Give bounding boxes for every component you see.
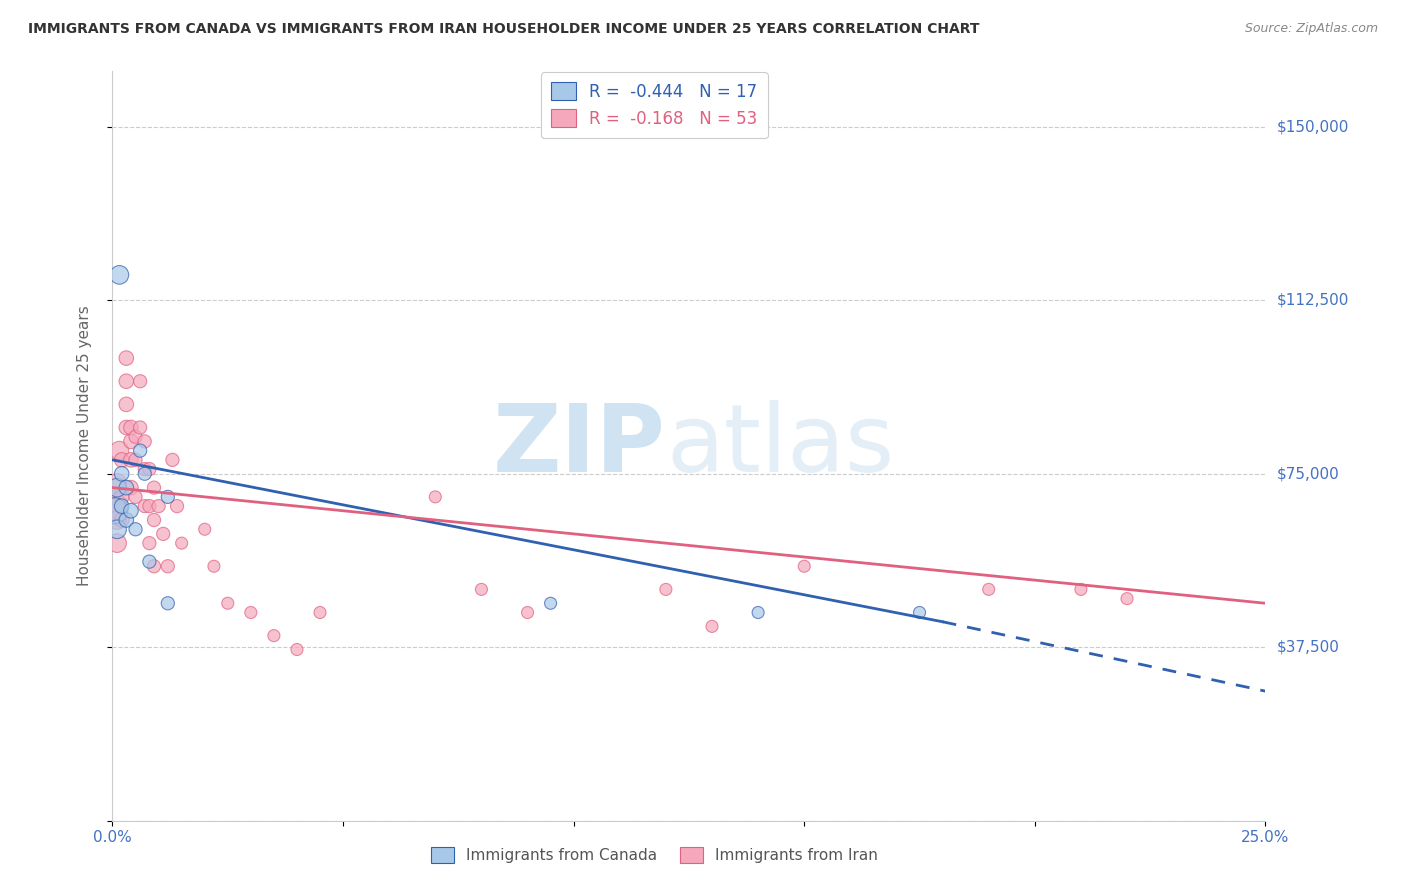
Point — [239, 606, 262, 620]
Point — [170, 536, 193, 550]
Point — [138, 555, 160, 569]
Point — [108, 443, 131, 458]
Point — [105, 522, 128, 536]
Point — [115, 513, 138, 527]
Point — [162, 453, 184, 467]
Point — [124, 522, 146, 536]
Y-axis label: Householder Income Under 25 years: Householder Income Under 25 years — [77, 306, 91, 586]
Point — [120, 481, 142, 495]
Point — [516, 606, 538, 620]
Point — [111, 513, 134, 527]
Point — [143, 559, 166, 574]
Point — [115, 481, 138, 495]
Text: $75,000: $75,000 — [1277, 467, 1340, 482]
Text: $37,500: $37,500 — [1277, 640, 1340, 655]
Point — [124, 430, 146, 444]
Legend: Immigrants from Canada, Immigrants from Iran: Immigrants from Canada, Immigrants from … — [425, 841, 884, 869]
Point — [156, 596, 179, 610]
Point — [124, 490, 146, 504]
Point — [977, 582, 1000, 597]
Text: $112,500: $112,500 — [1277, 293, 1348, 308]
Point — [655, 582, 678, 597]
Point — [425, 490, 447, 504]
Point — [111, 453, 134, 467]
Point — [134, 499, 156, 513]
Text: ZIP: ZIP — [494, 400, 666, 492]
Point — [129, 374, 152, 388]
Point — [111, 490, 134, 504]
Point — [108, 268, 131, 282]
Text: Source: ZipAtlas.com: Source: ZipAtlas.com — [1244, 22, 1378, 36]
Text: atlas: atlas — [666, 400, 894, 492]
Point — [115, 397, 138, 411]
Text: $150,000: $150,000 — [1277, 120, 1348, 135]
Point — [470, 582, 492, 597]
Point — [152, 527, 174, 541]
Point — [747, 606, 769, 620]
Point — [105, 513, 128, 527]
Point — [105, 475, 128, 490]
Point — [120, 453, 142, 467]
Point — [111, 467, 134, 481]
Point — [143, 481, 166, 495]
Point — [1070, 582, 1092, 597]
Point — [111, 499, 134, 513]
Point — [156, 490, 179, 504]
Point — [120, 504, 142, 518]
Point — [134, 462, 156, 476]
Text: IMMIGRANTS FROM CANADA VS IMMIGRANTS FROM IRAN HOUSEHOLDER INCOME UNDER 25 YEARS: IMMIGRANTS FROM CANADA VS IMMIGRANTS FRO… — [28, 22, 980, 37]
Point — [793, 559, 815, 574]
Point — [115, 420, 138, 434]
Point — [138, 499, 160, 513]
Point — [143, 513, 166, 527]
Point — [134, 434, 156, 449]
Point — [148, 499, 170, 513]
Point — [134, 467, 156, 481]
Point — [263, 629, 285, 643]
Point — [194, 522, 217, 536]
Point — [120, 434, 142, 449]
Point — [120, 420, 142, 434]
Point — [166, 499, 188, 513]
Point — [202, 559, 225, 574]
Point — [104, 504, 127, 518]
Point — [540, 596, 562, 610]
Point — [700, 619, 723, 633]
Point — [105, 536, 128, 550]
Point — [103, 504, 125, 518]
Point — [104, 499, 127, 513]
Point — [105, 481, 128, 495]
Point — [129, 443, 152, 458]
Point — [115, 374, 138, 388]
Point — [908, 606, 931, 620]
Point — [115, 351, 138, 365]
Point — [1116, 591, 1139, 606]
Point — [129, 420, 152, 434]
Point — [124, 453, 146, 467]
Point — [217, 596, 239, 610]
Point — [156, 559, 179, 574]
Point — [138, 462, 160, 476]
Point — [138, 536, 160, 550]
Point — [309, 606, 332, 620]
Point — [285, 642, 308, 657]
